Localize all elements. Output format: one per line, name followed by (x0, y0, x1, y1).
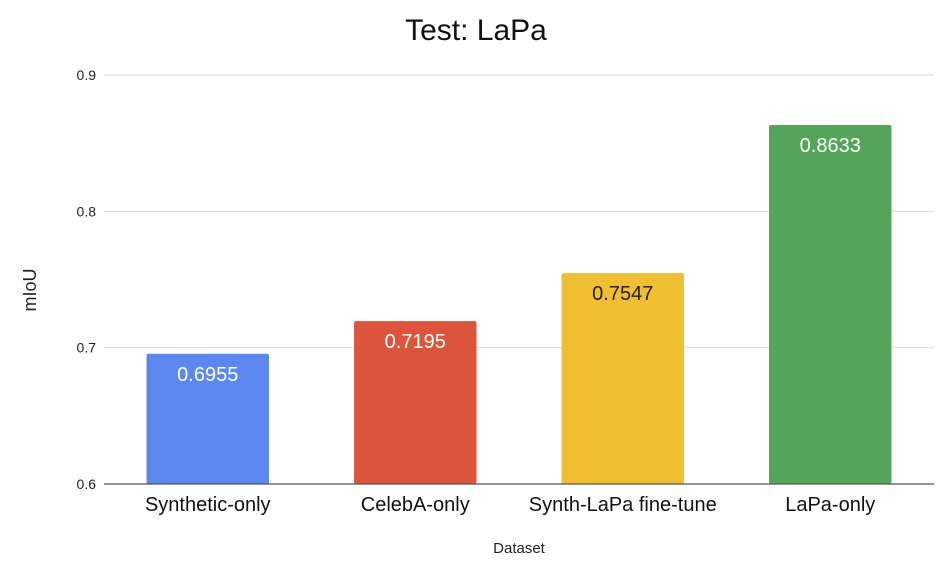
x-tick-label: LaPa-only (785, 494, 875, 516)
x-tick-label: Synthetic-only (145, 494, 271, 516)
data-label: 0.6955 (177, 364, 238, 386)
bar-lapa-only (769, 125, 892, 484)
x-tick-label: CelebA-only (361, 494, 470, 516)
x-axis-categories: Synthetic-only CelebA-only Synth-LaPa fine… (145, 494, 875, 516)
y-axis-ticks: 0.6 0.7 0.8 0.9 (77, 67, 97, 492)
y-tick-label: 0.7 (77, 340, 97, 356)
data-label: 0.7195 (385, 331, 446, 353)
bar-synth-lapa-fine-tune (561, 273, 684, 484)
chart-title: Test: LaPa (405, 14, 547, 47)
x-tick-label: Synth-LaPa fine-tune (529, 494, 717, 516)
data-label: 0.7547 (592, 283, 653, 305)
y-tick-label: 0.8 (77, 203, 97, 219)
bar-synthetic-only (146, 353, 269, 484)
y-tick-label: 0.6 (77, 476, 97, 492)
y-tick-label: 0.9 (77, 67, 97, 83)
y-axis-title: mIoU (20, 268, 40, 311)
data-label: 0.8633 (800, 135, 861, 157)
data-labels: 0.6955 0.7195 0.7547 0.8633 (177, 135, 861, 386)
bars (146, 125, 892, 484)
x-axis-title: Dataset (493, 540, 546, 557)
bar-celeba-only (354, 321, 477, 484)
